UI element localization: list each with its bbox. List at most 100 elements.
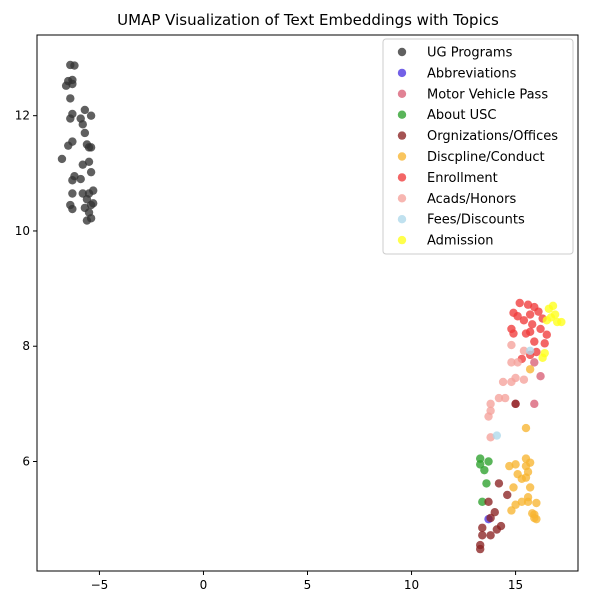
point-about-usc — [476, 460, 485, 469]
point-enrollment — [513, 312, 522, 321]
point-ug-programs — [80, 128, 90, 138]
point-motor-vehicle-pass — [530, 358, 539, 367]
point-acads-honors — [507, 358, 516, 367]
point-discpline-conduct — [509, 483, 518, 492]
point-ug-programs — [66, 114, 75, 123]
point-orgnizations-offices — [503, 490, 512, 500]
x-tick-label: 5 — [304, 578, 312, 592]
point-orgnizations-offices — [486, 531, 495, 540]
point-acads-honors — [498, 377, 508, 387]
legend-label: About USC — [427, 108, 496, 123]
point-discpline-conduct — [523, 497, 533, 507]
point-discpline-conduct — [525, 365, 535, 374]
point-ug-programs — [84, 157, 94, 166]
point-orgnizations-offices — [478, 531, 487, 540]
legend: UG Programs Abbreviations Motor Vehicle Pa… — [382, 38, 574, 255]
point-discpline-conduct — [525, 483, 535, 492]
point-acads-honors — [513, 358, 522, 367]
legend-marker — [397, 110, 407, 119]
point-motor-vehicle-pass — [536, 371, 545, 381]
point-orgnizations-offices — [511, 399, 520, 409]
legend-label: UG Programs — [427, 46, 513, 61]
point-discpline-conduct — [511, 500, 520, 509]
point-acads-honors — [507, 377, 516, 387]
point-ug-programs — [68, 204, 77, 214]
point-enrollment — [542, 330, 551, 339]
point-enrollment — [530, 337, 539, 346]
point-about-usc — [484, 457, 493, 466]
point-orgnizations-offices — [478, 523, 487, 532]
point-enrollment — [536, 324, 545, 334]
legend-marker — [397, 215, 407, 224]
x-tick-label: 10 — [404, 578, 419, 592]
y-tick-label: 10 — [15, 224, 30, 238]
point-orgnizations-offices — [490, 508, 499, 517]
point-ug-programs — [86, 111, 96, 120]
legend-marker — [397, 47, 407, 57]
point-fees-discounts — [492, 431, 502, 440]
point-about-usc — [478, 497, 487, 507]
point-orgnizations-offices — [484, 497, 493, 507]
point-acads-honors — [519, 346, 529, 356]
point-ug-programs — [66, 94, 75, 103]
point-acads-honors — [494, 393, 504, 403]
legend-label: Fees/Discounts — [427, 213, 525, 228]
legend-marker — [397, 89, 407, 99]
point-acads-honors — [484, 412, 493, 421]
point-enrollment — [540, 339, 549, 348]
x-tick-label: 15 — [508, 578, 523, 592]
plot-area-frame — [36, 34, 579, 572]
point-ug-programs — [88, 199, 98, 208]
point-acads-honors — [519, 375, 529, 384]
point-enrollment — [515, 298, 524, 308]
legend-label: Orgnizations/Offices — [427, 129, 558, 144]
point-orgnizations-offices — [476, 544, 485, 554]
legend-box — [382, 38, 574, 255]
data-points — [57, 60, 566, 554]
point-discpline-conduct — [521, 423, 531, 433]
point-enrollment — [525, 327, 535, 337]
point-ug-programs — [57, 154, 67, 164]
legend-label: Acads/Honors — [427, 192, 516, 207]
y-tick-label: 12 — [15, 109, 30, 123]
legend-label: Motor Vehicle Pass — [427, 87, 548, 102]
x-tick-label: 0 — [200, 578, 208, 592]
point-ug-programs — [68, 79, 77, 89]
legend-label: Abbreviations — [427, 66, 517, 81]
point-ug-programs — [68, 176, 77, 185]
point-discpline-conduct — [532, 514, 541, 524]
point-acads-honors — [500, 393, 510, 403]
point-enrollment — [528, 320, 537, 329]
point-acads-honors — [486, 399, 495, 409]
legend-marker — [397, 173, 407, 182]
legend-marker — [397, 68, 407, 78]
point-admission — [542, 316, 551, 325]
point-ug-programs — [82, 216, 92, 225]
point-discpline-conduct — [528, 509, 537, 518]
legend-label: Discpline/Conduct — [427, 150, 545, 165]
point-ug-programs — [80, 105, 90, 115]
legend-marker — [397, 152, 407, 161]
point-orgnizations-offices — [494, 479, 504, 488]
point-acads-honors — [507, 340, 516, 350]
point-ug-programs — [78, 160, 87, 169]
point-admission — [544, 304, 554, 313]
point-enrollment — [532, 347, 541, 357]
point-about-usc — [476, 454, 485, 463]
x-tick-label: −5 — [91, 578, 109, 592]
point-ug-programs — [86, 143, 96, 152]
legend-marker — [397, 194, 407, 203]
legend-marker — [397, 235, 407, 245]
point-ug-programs — [76, 174, 85, 184]
point-about-usc — [480, 465, 489, 475]
point-ug-programs — [78, 189, 87, 198]
point-ug-programs — [64, 141, 73, 150]
point-discpline-conduct — [507, 506, 516, 515]
point-ug-programs — [78, 120, 87, 129]
point-enrollment — [534, 307, 543, 316]
point-fees-discounts — [525, 346, 535, 356]
point-enrollment — [519, 316, 529, 325]
point-orgnizations-offices — [486, 513, 495, 523]
y-tick-label: 8 — [22, 339, 30, 353]
